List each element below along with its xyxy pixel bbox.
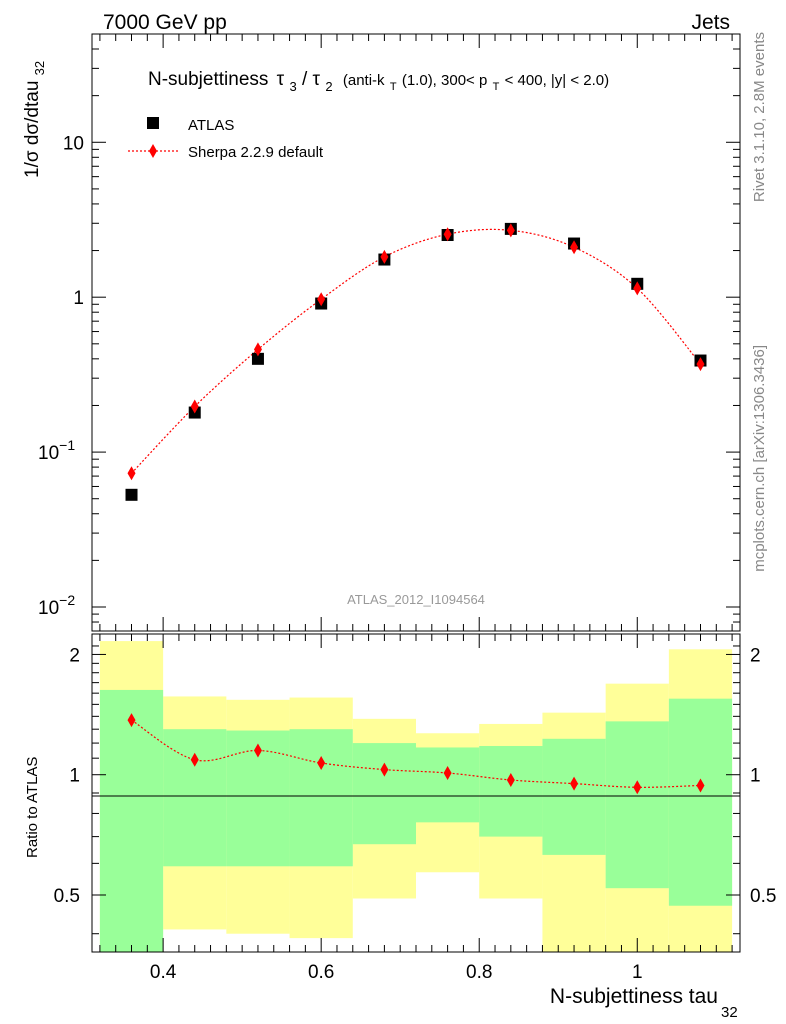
sherpa-ratio-line <box>131 719 701 788</box>
ratio-band-stat <box>605 721 669 889</box>
legend: ATLAS Sherpa 2.2.9 default <box>128 117 324 161</box>
x-tick-label: 0.6 <box>308 962 334 983</box>
sherpa-point <box>633 281 642 296</box>
main-ylabel-main: 1/σ dσ/dtau <box>22 81 43 178</box>
ratio-ytick-label-left: 0.5 <box>54 886 80 907</box>
x-axis-label-main: N-subjettiness tau <box>550 985 718 1008</box>
x-tick-label: 0.4 <box>150 962 177 983</box>
sherpa-ratio-point <box>443 765 452 780</box>
ratio-band-stat <box>289 729 353 867</box>
plot-title-slash: / <box>302 69 308 90</box>
sherpa-point <box>317 292 326 307</box>
ratio-band-stat <box>99 689 164 952</box>
sherpa-ratio-point <box>696 778 705 793</box>
sherpa-point <box>380 249 389 264</box>
x-tick-label: 1 <box>632 962 643 983</box>
ratio-band-stat <box>163 729 227 867</box>
ratio-ytick-label-right: 0.5 <box>750 886 776 907</box>
main-ytick-label: 10−2 <box>38 592 75 619</box>
legend-sherpa-marker <box>149 144 157 158</box>
sherpa-line <box>131 228 701 474</box>
sherpa-ratio-point <box>380 762 389 777</box>
main-ytick-label: 1 <box>73 288 84 309</box>
ratio-ytick-label-left: 2 <box>69 645 80 666</box>
x-axis-label-sub: 32 <box>721 1004 738 1021</box>
ratio-ytick-label-right: 2 <box>750 645 761 666</box>
analysis-id: ATLAS_2012_I1094564 <box>347 592 485 607</box>
sherpa-point <box>190 399 199 414</box>
sherpa-ratio-point <box>253 743 262 758</box>
sherpa-point <box>443 227 452 242</box>
main-panel-series <box>125 222 707 501</box>
ratio-series <box>127 713 705 795</box>
plot-title-sub2: 2 <box>325 79 332 94</box>
sherpa-ratio-point <box>127 713 136 728</box>
sherpa-point <box>127 466 136 481</box>
ratio-ytick-label-left: 1 <box>69 766 80 787</box>
atlas-point <box>251 352 264 365</box>
plot-title-tau3: τ <box>277 69 285 90</box>
sherpa-point <box>506 223 515 238</box>
main-ylabel: 1/σ dσ/dtau 32 <box>22 61 47 178</box>
legend-atlas-label: ATLAS <box>188 117 234 134</box>
main-ylabel-sub: 32 <box>32 61 47 75</box>
plot-title-cuts-t: T <box>390 81 397 93</box>
ratio-bands <box>99 641 733 952</box>
ratio-band-stat <box>416 747 480 823</box>
sherpa-ratio-point <box>317 755 326 770</box>
x-axis-label: N-subjettiness tau <box>550 985 718 1008</box>
plot-title-sub3: 3 <box>289 79 296 94</box>
header-left: 7000 GeV pp <box>103 11 227 34</box>
plot-title: N-subjettiness τ 3 / τ 2 (anti-k T (1.0)… <box>148 69 609 96</box>
main-ytick-label-base: 10 <box>38 598 59 619</box>
ratio-panel-ticks: 0.4 0.6 0.8 1 0.5 0.5 1 1 2 2 <box>54 634 776 983</box>
ratio-band-stat <box>479 745 543 837</box>
main-ytick-label-base: 10 <box>63 133 84 154</box>
atlas-point <box>125 488 138 501</box>
x-tick-label: 0.8 <box>466 962 492 983</box>
main-ytick-label-exp: −2 <box>59 592 75 608</box>
rivet-label: Rivet 3.1.10, 2.8M events <box>751 32 768 202</box>
ratio-ylabel: Ratio to ATLAS <box>24 757 41 858</box>
main-ytick-label: 10−1 <box>38 437 75 464</box>
sherpa-point <box>696 357 705 372</box>
plot-title-cuts-d: < 400, |y| < 2.0) <box>505 72 610 89</box>
sherpa-ratio-point <box>506 773 515 788</box>
plot-title-main: N-subjettiness <box>148 69 268 90</box>
sherpa-ratio-point <box>190 752 199 767</box>
ratio-band-stat <box>542 738 606 855</box>
legend-sherpa-label: Sherpa 2.2.9 default <box>188 144 324 161</box>
ratio-band-stat <box>352 743 416 845</box>
ratio-ytick-label-right: 1 <box>750 766 761 787</box>
sherpa-ratio-point <box>570 776 579 791</box>
plot-title-cuts-a: (anti-k <box>343 72 385 89</box>
plot-title-cuts-c: T <box>493 81 500 93</box>
sherpa-point <box>570 240 579 255</box>
main-ytick-label: 10 <box>63 133 84 154</box>
main-ytick-label-base: 1 <box>73 288 84 309</box>
header-right: Jets <box>691 11 730 34</box>
legend-atlas-marker <box>147 117 159 129</box>
main-ytick-label-exp: −1 <box>59 437 75 453</box>
sherpa-point <box>253 342 262 357</box>
plot-title-cuts-b: (1.0), 300< p <box>402 72 487 89</box>
source-label: mcplots.cern.ch [arXiv:1306.3436] <box>751 345 768 572</box>
main-ytick-label-base: 10 <box>38 443 59 464</box>
ratio-band-stat <box>668 698 733 906</box>
plot-title-tau2: τ <box>313 69 321 90</box>
sherpa-ratio-point <box>633 780 642 795</box>
